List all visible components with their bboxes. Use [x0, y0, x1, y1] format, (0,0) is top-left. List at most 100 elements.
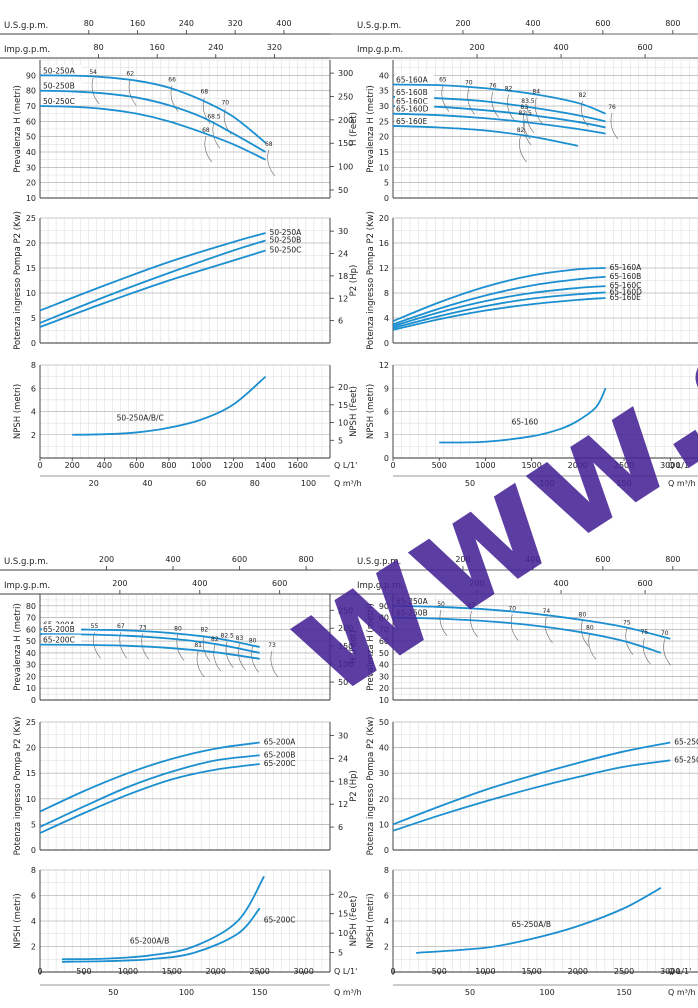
y-tick-label: 40 [379, 661, 389, 670]
series-label: 65-160 [512, 417, 539, 426]
x-tick-label: 500 [432, 461, 447, 470]
series-label: 65-160D [396, 105, 429, 114]
x2-tick-label: 150 [616, 988, 631, 997]
series-label-bg [395, 103, 435, 113]
y-tick-label: 90 [379, 602, 389, 611]
y-tick-label: 60 [26, 117, 36, 126]
x-axis-title: Q L/1' [334, 967, 357, 976]
y-tick-label: 3 [384, 431, 389, 440]
x-tick-label: 500 [432, 967, 447, 976]
y-tick-label: 0 [384, 194, 389, 203]
top-axis-tick-label: 200 [469, 579, 484, 588]
efficiency-contour [526, 106, 535, 134]
y-tick-label: 30 [379, 102, 389, 111]
y-tick-label: 50 [26, 637, 36, 646]
series-label-bg [42, 96, 82, 105]
y-tick-label: 20 [379, 684, 389, 693]
efficiency-label: 65 [439, 76, 447, 83]
series-line-65-160C [393, 105, 606, 129]
x2-tick-label: 150 [252, 988, 267, 997]
series-label-bg [42, 65, 82, 75]
efficiency-contour [510, 614, 519, 641]
y-tick-label: 4 [31, 917, 36, 926]
npsh-section: 2 4 6 8 NPSH (metri) 5 10 15 20 NPSH (Feet) 50-250… [13, 361, 359, 459]
y-tick-label: 20 [379, 214, 389, 223]
efficiency-contour [544, 616, 553, 644]
top-axis-tick-label: 400 [165, 555, 180, 564]
series-label: 65-250A/B [512, 920, 551, 929]
y-tick-label: 6 [384, 408, 389, 417]
npsh-section: 2 4 6 8 NPSH (metri) 65-250A/B [366, 866, 698, 973]
series-label-bg [395, 86, 435, 96]
x-tick-label: 0 [37, 461, 42, 470]
series-label: 50-250A [270, 228, 303, 237]
y-tick-label: 5 [384, 179, 389, 188]
y2-tick-label: 18 [338, 777, 348, 786]
x-axis-title: Q L/1' [668, 461, 691, 470]
series-label-bg [42, 624, 82, 634]
y-tick-label: 8 [31, 866, 36, 875]
efficiency-contour [202, 97, 211, 124]
x-tick-label: 1200 [223, 461, 243, 470]
x2-axis-title: Q m³/h [334, 988, 362, 997]
y-tick-label: 0 [31, 339, 36, 348]
series-line-65-200B [40, 633, 260, 654]
y2-tick-label: 24 [338, 754, 348, 763]
efficiency-label: 82 [211, 636, 219, 643]
y2-tick-label: 300 [338, 69, 353, 78]
y2-tick-label: 250 [338, 92, 353, 101]
x2-axis-title: Q m³/h [334, 479, 362, 488]
y-tick-label: 50 [379, 718, 389, 727]
x-tick-label: 2000 [206, 967, 226, 976]
efficiency-contour [267, 149, 276, 177]
top-axis-title: U.S.g.p.m. [357, 557, 401, 567]
y-tick-label: 60 [26, 625, 36, 634]
efficiency-contour [507, 94, 515, 121]
x2-tick-label: 50 [465, 479, 475, 488]
efficiency-label: 73 [268, 642, 276, 649]
npsh-section: 0 3 6 9 12 NPSH (metri) 65-160 [366, 361, 698, 463]
y2-axis-title: H (Feet) [349, 112, 359, 146]
series-label-bg [395, 607, 435, 617]
efficiency-label: 75 [623, 620, 631, 627]
top-axis-tick-label: 200 [469, 43, 484, 52]
efficiency-label: 75 [641, 629, 649, 636]
top-axis-tick-label: 600 [595, 555, 610, 564]
x-tick-label: 1400 [255, 461, 275, 470]
series-label: 65-200C [264, 759, 296, 768]
top-axis-tick-label: 80 [93, 43, 103, 52]
series-label: 50-250A [43, 66, 76, 75]
y-tick-label: 10 [26, 684, 36, 693]
y2-tick-label: 30 [338, 731, 348, 740]
y2-tick-label: 10 [338, 419, 348, 428]
y2-tick-label: 200 [338, 624, 353, 633]
x-tick-label: 1500 [162, 967, 182, 976]
efficiency-label: 70 [508, 605, 516, 612]
y-tick-label: 40 [26, 649, 36, 658]
efficiency-contour [225, 641, 234, 668]
y-tick-label: 70 [26, 102, 36, 111]
series-label: 50-250C [270, 246, 302, 255]
top-axis-title: Imp.g.p.m. [4, 45, 50, 55]
y-tick-label: 0 [384, 846, 389, 855]
top-axis-tick-label: 200 [455, 555, 470, 564]
series-label: 50-250C [43, 97, 75, 106]
x-tick-label: 2000 [568, 461, 588, 470]
series-label: 50-250A/B/C [117, 413, 164, 422]
series-line-50-250B [40, 89, 267, 153]
y-axis-title: NPSH (metri) [366, 384, 376, 439]
x-tick-label: 1600 [288, 461, 308, 470]
x2-tick-label: 100 [539, 479, 554, 488]
y-tick-label: 15 [379, 148, 389, 157]
y-tick-label: 2 [31, 943, 36, 952]
y-axis-title: Prevalenza H (metri) [13, 603, 23, 691]
y-tick-label: 10 [26, 194, 36, 203]
y-axis-title: Potenza ingresso Pompa P2 (Kw) [13, 717, 23, 856]
x2-tick-label: 60 [196, 479, 206, 488]
y-tick-label: 20 [26, 672, 36, 681]
series-label: 65-160A [396, 76, 429, 85]
y-tick-label: 8 [384, 289, 389, 298]
